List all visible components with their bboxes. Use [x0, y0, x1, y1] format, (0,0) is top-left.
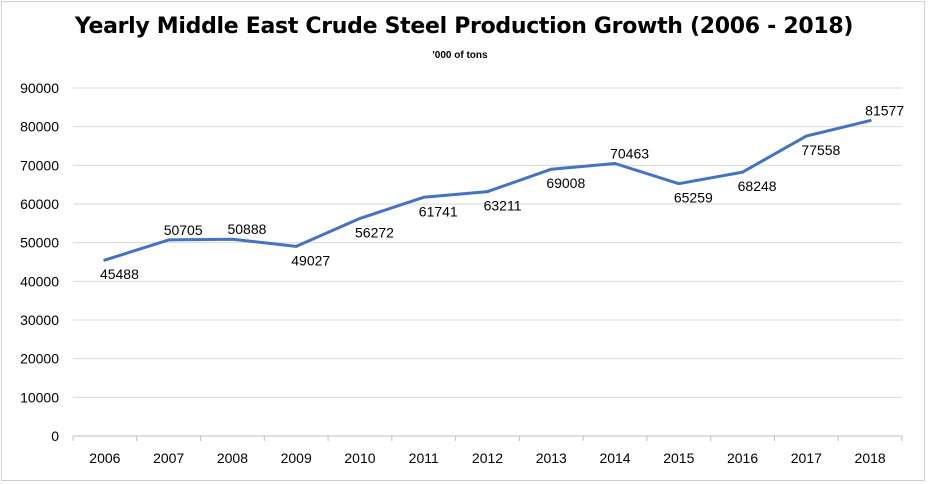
y-tick-label: 10000 — [20, 389, 59, 405]
data-point — [167, 238, 171, 242]
x-tick-label: 2014 — [599, 450, 630, 466]
y-tick-label: 90000 — [20, 80, 59, 96]
data-label: 50888 — [227, 221, 266, 237]
data-label: 69008 — [546, 175, 585, 191]
data-point — [486, 190, 489, 194]
data-point — [549, 167, 553, 171]
data-label: 65259 — [674, 190, 713, 206]
data-point — [804, 134, 808, 138]
data-point — [741, 170, 745, 174]
gridlines — [73, 87, 902, 398]
data-label: 49027 — [291, 252, 330, 268]
x-tick-label: 2011 — [409, 450, 439, 466]
data-point — [613, 162, 617, 166]
data-label: 56272 — [355, 224, 394, 240]
y-tick-label: 40000 — [20, 273, 59, 289]
y-tick-label: 20000 — [20, 351, 59, 367]
data-point — [294, 244, 298, 248]
y-axis-ticks: 0 10000 20000 30000 40000 50000 60000 70000 8000… — [20, 80, 59, 444]
x-tick-label: 2007 — [153, 450, 184, 466]
y-tick-label: 0 — [51, 428, 59, 444]
data-label: 61741 — [419, 203, 458, 219]
x-tick-label: 2008 — [217, 450, 248, 466]
y-tick-label: 50000 — [20, 235, 59, 251]
axes — [72, 435, 903, 441]
data-point — [230, 237, 234, 241]
x-tick-label: 2006 — [89, 450, 120, 466]
data-label: 63211 — [484, 198, 522, 214]
x-tick-label: 2017 — [791, 450, 822, 466]
data-label: 68248 — [738, 178, 777, 194]
data-label: 70463 — [610, 146, 649, 162]
data-label: 45488 — [100, 266, 139, 282]
y-tick-label: 80000 — [20, 119, 59, 135]
data-point — [358, 216, 362, 220]
data-point — [422, 195, 426, 199]
chart-subtitle: '000 of tons — [432, 50, 488, 61]
x-tick-label: 2012 — [472, 450, 503, 466]
x-tick-label: 2015 — [663, 450, 694, 466]
x-axis-ticks: 2006 2007 2008 2009 2010 2011 2012 2013 2014 2015… — [89, 450, 886, 466]
data-label: 77558 — [801, 142, 840, 158]
chart-title: Yearly Middle East Crude Steel Productio… — [74, 14, 854, 39]
data-point — [677, 182, 681, 186]
y-tick-label: 30000 — [20, 312, 59, 328]
data-point — [868, 119, 872, 123]
data-label: 81577 — [865, 103, 904, 119]
series-group — [103, 119, 872, 262]
x-tick-label: 2013 — [536, 450, 567, 466]
data-labels: 45488 50705 50888 49027 56272 61741 63211 69008… — [100, 103, 904, 283]
x-tick-label: 2016 — [727, 450, 758, 466]
data-label: 50705 — [164, 222, 203, 238]
y-tick-label: 60000 — [20, 196, 59, 212]
x-tick-label: 2009 — [281, 450, 312, 466]
x-tick-label: 2018 — [855, 450, 886, 466]
y-tick-label: 70000 — [20, 157, 59, 173]
data-point — [103, 258, 107, 262]
x-tick-label: 2010 — [344, 450, 375, 466]
